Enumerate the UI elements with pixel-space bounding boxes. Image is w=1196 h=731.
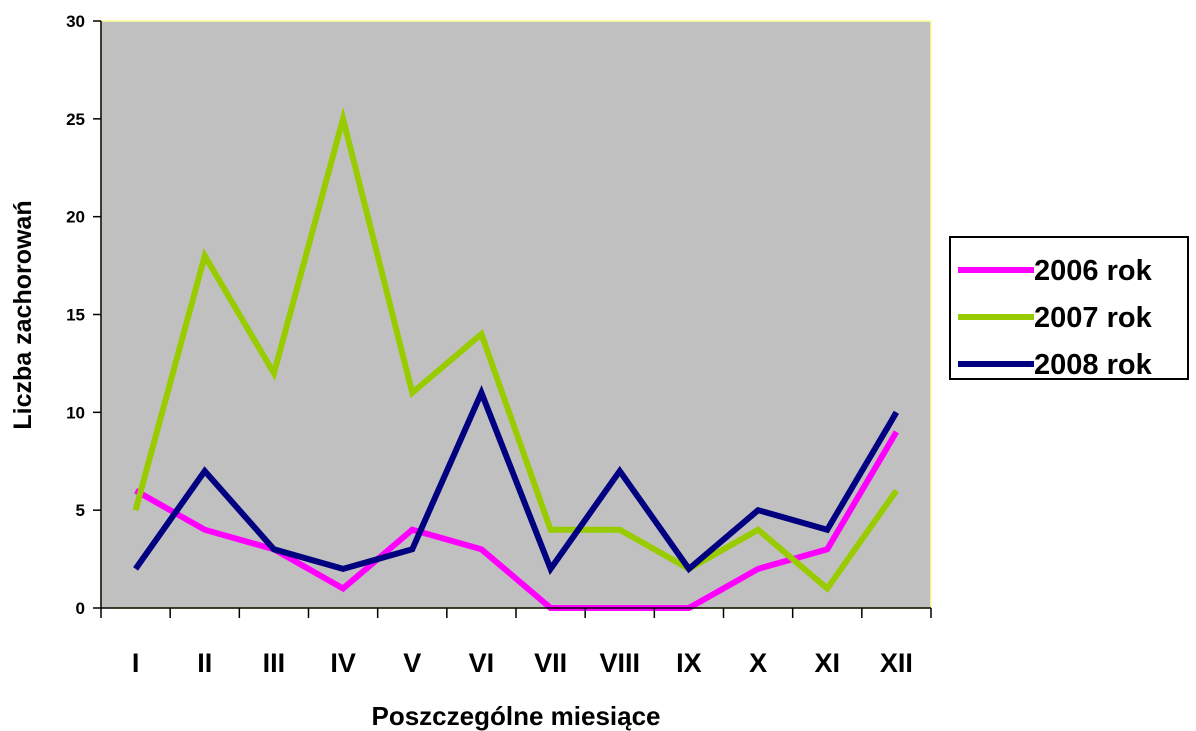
series-line-2 bbox=[132, 107, 899, 593]
y-tick-label: 20 bbox=[66, 208, 85, 227]
x-tick-label: V bbox=[403, 648, 421, 678]
x-tick-label: XII bbox=[880, 648, 913, 678]
x-tick-label: I bbox=[132, 648, 140, 678]
x-tick-label: VII bbox=[534, 648, 567, 678]
x-tick-label: VIII bbox=[599, 648, 640, 678]
series-layer bbox=[132, 107, 900, 611]
y-tick-label: 0 bbox=[76, 599, 85, 618]
y-tick-label: 10 bbox=[66, 403, 85, 422]
x-tick-label: II bbox=[197, 648, 212, 678]
series-line-1 bbox=[134, 430, 900, 611]
y-tick-label: 30 bbox=[66, 12, 85, 31]
y-axis-title: Liczba zachorowań bbox=[9, 200, 37, 429]
x-tick-label: VI bbox=[469, 648, 495, 678]
y-tick-label: 5 bbox=[76, 501, 85, 520]
x-axis-title: Poszczególne miesiące bbox=[371, 701, 660, 731]
x-tick-label: IV bbox=[330, 648, 356, 678]
x-tick-label: IX bbox=[676, 648, 702, 678]
x-tick-label: X bbox=[749, 648, 767, 678]
legend-label-3: 2008 rok bbox=[1034, 349, 1153, 381]
plot-background bbox=[100, 20, 932, 609]
x-tick-label: XI bbox=[814, 648, 840, 678]
series-line-3 bbox=[133, 384, 900, 576]
legend-label-2: 2007 rok bbox=[1034, 302, 1153, 334]
y-tick-label: 25 bbox=[66, 110, 85, 129]
plot-area bbox=[100, 20, 932, 609]
x-tick-label: III bbox=[263, 648, 286, 678]
legend-label-1: 2006 rok bbox=[1034, 255, 1153, 287]
legend-box bbox=[949, 236, 1189, 380]
legend: 2006 rok 2007 rok 2008 rok bbox=[949, 236, 1189, 381]
y-tick-label: 15 bbox=[66, 306, 85, 325]
